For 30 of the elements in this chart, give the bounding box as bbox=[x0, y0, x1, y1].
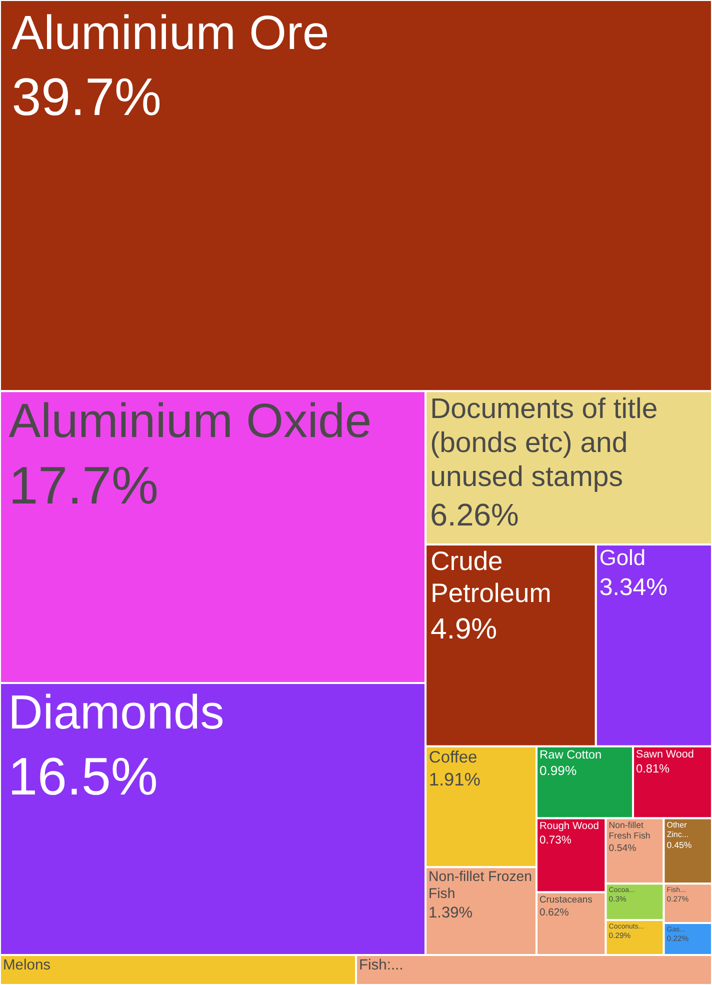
category-label: Melons bbox=[3, 957, 51, 974]
data-label: 0.73% bbox=[540, 834, 572, 846]
category-label: Coffee bbox=[428, 747, 478, 766]
data-label: 39.7% bbox=[12, 68, 162, 128]
category-label: Gold bbox=[599, 544, 646, 570]
category-label: Documents of title (bonds etc) and unused stamps bbox=[430, 392, 658, 494]
category-label: Raw Cotton bbox=[540, 748, 602, 762]
category-label: Sawn Wood bbox=[636, 748, 694, 761]
data-label: 3.34% bbox=[599, 574, 668, 602]
data-label: 6.26% bbox=[430, 497, 519, 532]
data-label: 16.5% bbox=[8, 747, 158, 806]
data-label: 0.54% bbox=[608, 842, 637, 854]
data-label: 0.45% bbox=[666, 840, 692, 850]
data-label: 17.7% bbox=[8, 456, 158, 516]
category-label: Other Zinc... bbox=[666, 820, 689, 840]
category-label: Rough Wood bbox=[540, 821, 600, 832]
category-label: Diamonds bbox=[8, 686, 224, 740]
category-label: Aluminium Oxide bbox=[8, 395, 372, 448]
category-label: Aluminium Ore bbox=[12, 6, 330, 60]
data-label: 4.9% bbox=[430, 613, 498, 646]
data-label: 1.39% bbox=[428, 904, 473, 922]
category-label: Non-fillet Frozen Fish bbox=[428, 868, 532, 901]
data-label: 0.99% bbox=[540, 762, 577, 778]
category-label: Crustaceans bbox=[540, 894, 593, 905]
data-label: 0.62% bbox=[540, 907, 569, 918]
data-label: 1.91% bbox=[428, 769, 480, 790]
category-label: Crude Petroleum bbox=[430, 546, 552, 608]
category-label: Non-fillet Fresh Fish bbox=[608, 820, 650, 841]
data-label: 0.81% bbox=[636, 762, 670, 776]
category-label: Fish:... bbox=[359, 957, 404, 974]
